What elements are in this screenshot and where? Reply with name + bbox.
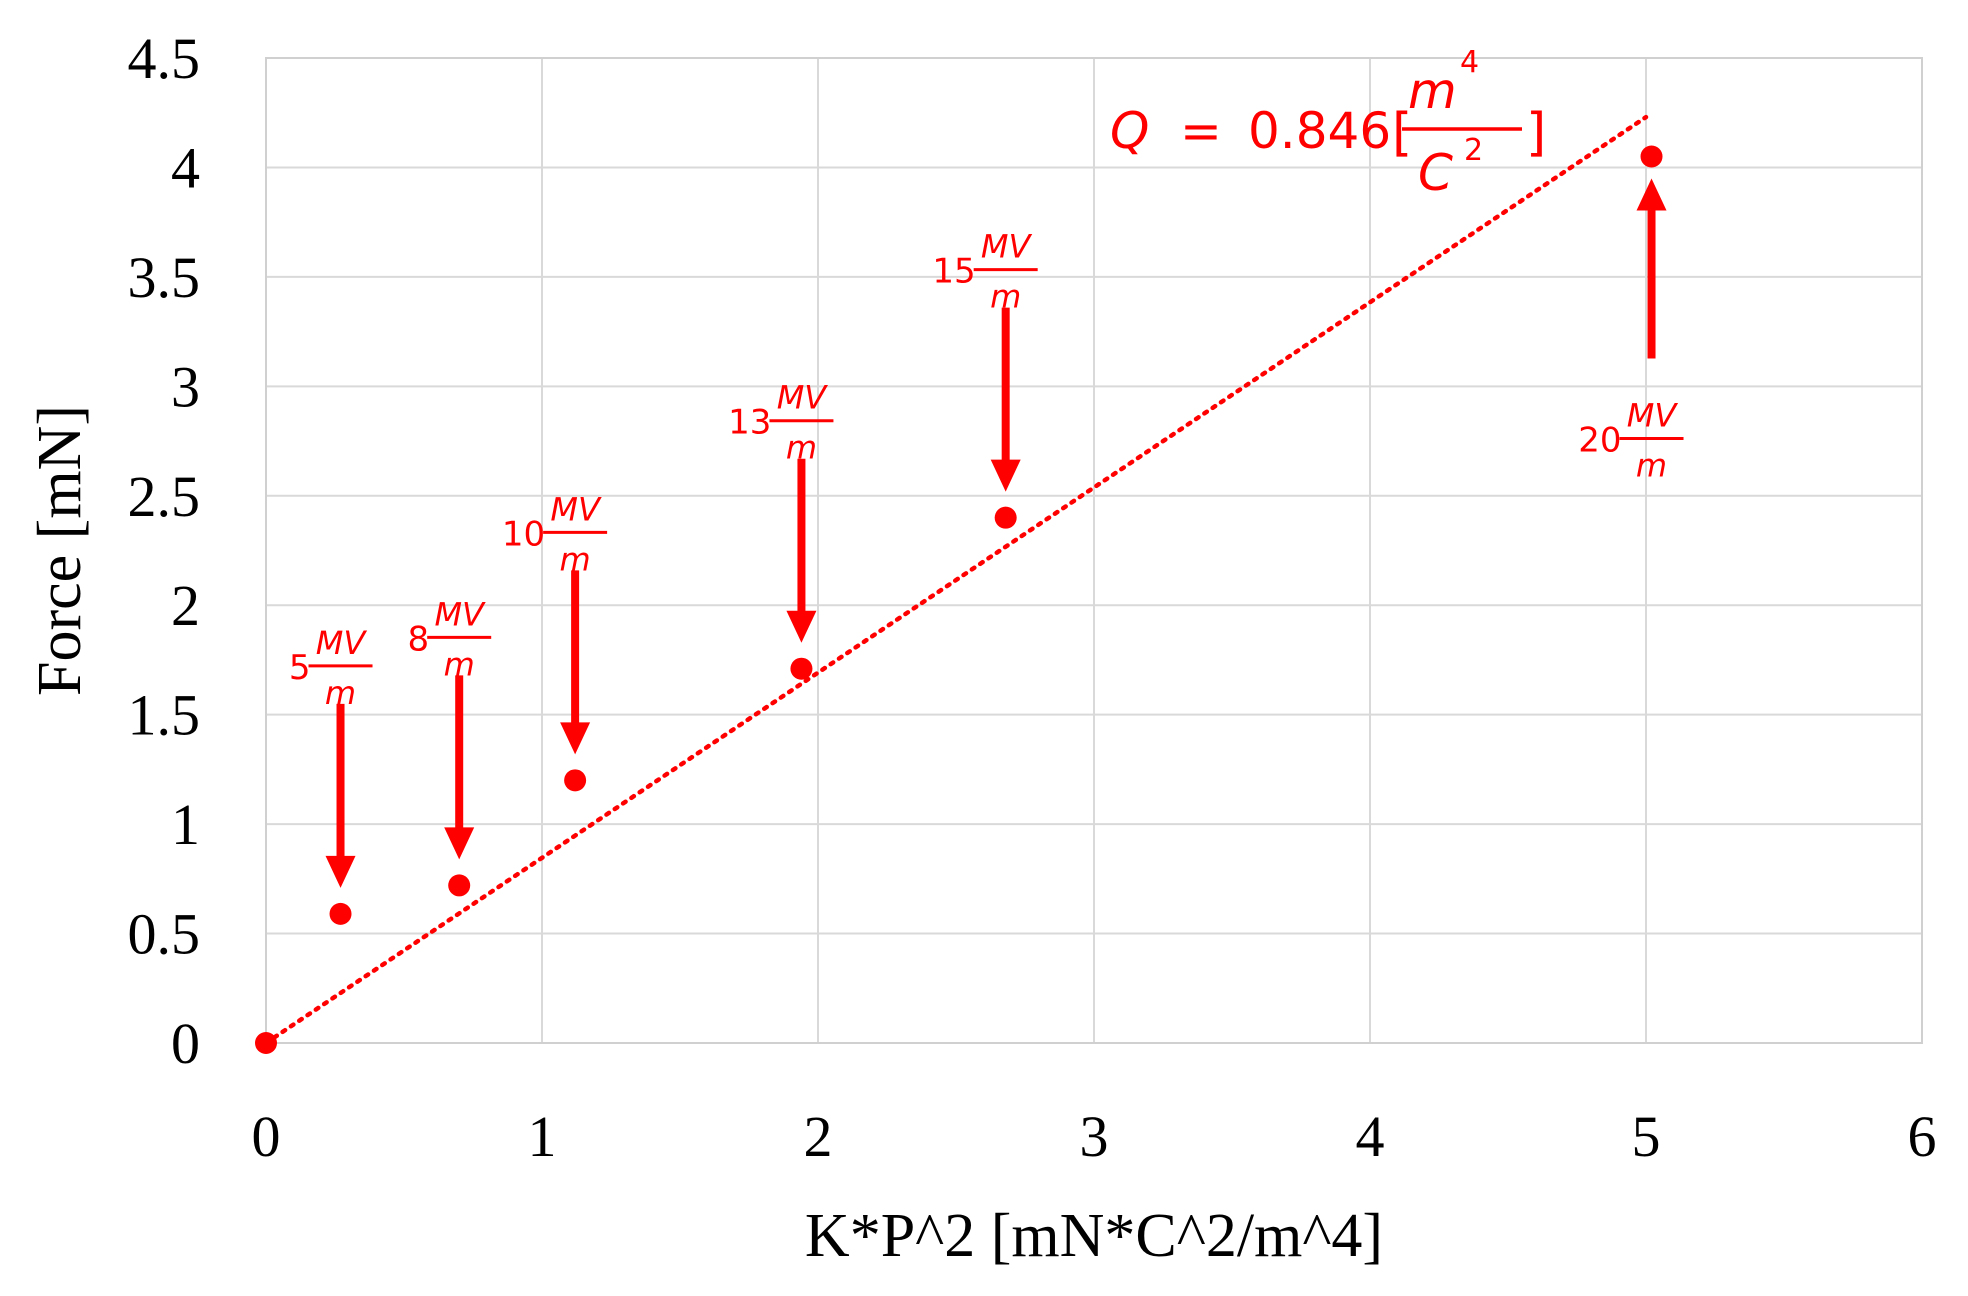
- y-tick-label: 4: [171, 135, 200, 200]
- x-axis-title: K*P^2 [mN*C^2/m^4]: [805, 1202, 1383, 1270]
- equation-open-bracket: [: [1392, 103, 1412, 163]
- x-tick-label: 1: [528, 1104, 557, 1169]
- annotation-number: 15: [932, 252, 975, 292]
- annotation-numerator: MV: [550, 490, 602, 528]
- data-point: [448, 874, 471, 897]
- annotation-numerator: MV: [316, 624, 368, 662]
- equation-equals: =: [1180, 102, 1222, 160]
- data-point: [255, 1032, 277, 1054]
- data-point: [994, 506, 1017, 529]
- annotation-number: 13: [728, 403, 771, 443]
- y-tick-label: 3.5: [128, 245, 201, 310]
- annotation-number: 10: [502, 514, 545, 554]
- y-tick-label: 2.5: [128, 464, 201, 529]
- annotation-5: 5MV m: [289, 624, 373, 888]
- data-point: [790, 657, 813, 680]
- y-tick-label: 3: [171, 354, 200, 419]
- trendline: [263, 114, 1649, 1046]
- x-tick-label: 5: [1632, 1104, 1661, 1169]
- equation-numerator: m: [1408, 62, 1457, 120]
- annotation-numerator: MV: [1627, 397, 1679, 435]
- annotation-arrow-head: [444, 827, 475, 860]
- plot-area-frame: [265, 57, 1923, 1044]
- annotation-arrow-head: [560, 722, 591, 755]
- x-tick-label: 3: [1080, 1104, 1109, 1169]
- annotation-number: 8: [408, 619, 430, 659]
- y-tick-label: 2: [171, 573, 200, 638]
- annotation-denominator: m: [560, 540, 591, 578]
- x-tick-label: 0: [252, 1104, 281, 1169]
- data-points: [255, 145, 1663, 1054]
- equation-denominator-exponent: 2: [1464, 133, 1483, 168]
- y-tick-label: 1.5: [128, 683, 201, 748]
- equation-label: Q = 0.846 [ m 4 C 2 ]: [1110, 45, 1546, 202]
- y-tick-label: 0: [171, 1011, 200, 1076]
- annotation-numerator: MV: [434, 595, 486, 633]
- annotation-numerator: MV: [981, 228, 1033, 266]
- equation-numerator-exponent: 4: [1460, 45, 1479, 80]
- annotation-denominator: m: [444, 645, 475, 683]
- y-axis-title: Force [mN]: [26, 405, 94, 696]
- equation-value: 0.846: [1248, 102, 1391, 160]
- annotation-8: 8MV m: [408, 595, 492, 860]
- x-tick-labels: 0 1 2 3 4 5 6: [252, 1104, 1937, 1169]
- data-point: [329, 902, 352, 925]
- annotation-arrow-head: [1636, 178, 1667, 211]
- annotation-denominator: m: [1636, 447, 1667, 485]
- y-tick-labels: 0 0.5 1 1.5 2 2.5 3 3.5 4 4.5: [128, 26, 201, 1076]
- y-tick-label: 0.5: [128, 902, 201, 967]
- annotation-denominator: m: [990, 278, 1021, 316]
- annotation-numerator: MV: [777, 379, 829, 417]
- equation-denominator: C: [1418, 144, 1453, 202]
- y-tick-label: 4.5: [128, 26, 201, 91]
- annotation-number: 5: [289, 648, 311, 688]
- equation-close-bracket: ]: [1526, 103, 1546, 163]
- x-tick-label: 6: [1908, 1104, 1937, 1169]
- annotation-denominator: m: [325, 674, 356, 712]
- data-point: [1640, 145, 1663, 168]
- annotation-number: 20: [1578, 421, 1621, 461]
- y-tick-label: 1: [171, 792, 200, 857]
- annotation-denominator: m: [786, 429, 817, 467]
- annotation-arrow-head: [990, 459, 1021, 492]
- data-point: [564, 769, 587, 792]
- equation-lhs: Q: [1110, 102, 1149, 160]
- annotation-arrow-head: [786, 610, 817, 643]
- x-tick-label: 4: [1356, 1104, 1385, 1169]
- annotation-arrow-head: [325, 855, 356, 888]
- x-tick-label: 2: [804, 1104, 833, 1169]
